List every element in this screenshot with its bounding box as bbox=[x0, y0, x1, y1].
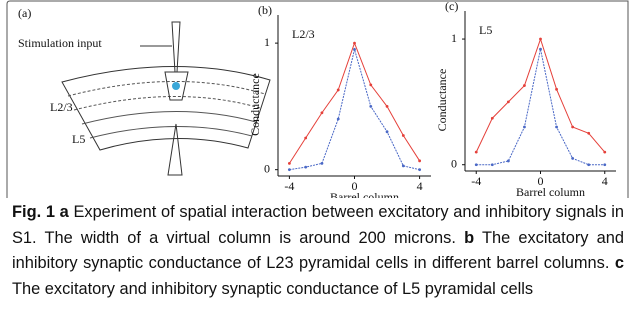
recording-electrode bbox=[167, 123, 183, 176]
data-point bbox=[385, 104, 389, 108]
cell bbox=[172, 82, 180, 90]
x-tick-label: -4 bbox=[284, 179, 294, 193]
data-point bbox=[539, 47, 542, 51]
data-point bbox=[474, 163, 478, 167]
part-text: Experiment of spatial interaction betwee… bbox=[12, 203, 624, 247]
layer-line bbox=[73, 96, 261, 111]
caption: Fig. 1 a Experiment of spatial interacti… bbox=[12, 200, 624, 302]
data-point bbox=[369, 83, 373, 87]
layer-line bbox=[81, 111, 257, 125]
part-letter: b bbox=[464, 228, 475, 247]
data-point bbox=[571, 157, 575, 160]
figure-frame bbox=[6, 0, 629, 198]
data-point bbox=[287, 168, 291, 172]
data-point bbox=[353, 48, 356, 51]
stimulation-label: Stimulation input bbox=[18, 36, 102, 50]
data-point bbox=[603, 150, 607, 154]
chart-title: L5 bbox=[479, 23, 492, 37]
column bbox=[164, 71, 189, 101]
data-point bbox=[555, 87, 558, 91]
layer-label: L2/3 bbox=[50, 100, 73, 114]
data-point bbox=[336, 88, 340, 92]
data-point bbox=[401, 164, 405, 168]
data-point bbox=[304, 136, 308, 140]
data-point bbox=[490, 163, 494, 167]
data-point bbox=[506, 159, 510, 163]
x-tick-label: -4 bbox=[471, 174, 481, 188]
data-point bbox=[506, 100, 510, 104]
y-tick-label: 0 bbox=[451, 156, 457, 170]
series-line bbox=[288, 41, 421, 164]
data-point bbox=[587, 163, 591, 167]
panel-label: (b) bbox=[258, 3, 272, 17]
cortex bbox=[61, 65, 271, 151]
figure-number: Fig. 1 bbox=[12, 203, 55, 221]
data-point bbox=[336, 117, 340, 121]
series-line bbox=[475, 37, 606, 153]
layer-line bbox=[89, 125, 253, 139]
electrode bbox=[171, 21, 181, 73]
part-letter: a bbox=[59, 203, 69, 221]
panel-a: (a) Stimulation input L2/3 L5 bbox=[18, 6, 271, 176]
data-point bbox=[587, 131, 591, 135]
y-tick-label: 1 bbox=[451, 31, 457, 45]
data-point bbox=[539, 37, 542, 41]
series-line bbox=[289, 47, 420, 171]
data-point bbox=[401, 134, 405, 137]
data-point bbox=[385, 130, 389, 134]
part-text: The excitatory and inhibitory synaptic c… bbox=[12, 279, 534, 298]
layer-label: L5 bbox=[72, 132, 85, 146]
x-tick-label: 0 bbox=[538, 174, 544, 188]
figure-panels: (a) Stimulation input L2/3 L5 (b) L2/3 Con… bbox=[6, 0, 629, 198]
data-point bbox=[353, 41, 356, 45]
x-tick-label: 4 bbox=[602, 174, 608, 188]
data-point bbox=[418, 168, 422, 172]
panel-label: (c) bbox=[445, 0, 458, 13]
y-tick-label: 1 bbox=[264, 35, 270, 49]
data-point bbox=[474, 150, 478, 154]
layer-line bbox=[67, 80, 266, 97]
part-letter: c bbox=[614, 254, 624, 273]
panel-label: (a) bbox=[18, 6, 31, 20]
x-axis-label: Barrel column bbox=[516, 185, 585, 198]
data-point bbox=[320, 161, 324, 165]
data-point bbox=[320, 111, 324, 115]
part-text: The excitatory and inhibitory synaptic c… bbox=[12, 228, 624, 273]
chart-title: L2/3 bbox=[292, 27, 315, 41]
y-axis-label: Conductance bbox=[248, 73, 262, 136]
x-axis-label: Barrel column bbox=[330, 190, 399, 198]
data-point bbox=[523, 84, 526, 87]
x-tick-label: 4 bbox=[417, 179, 423, 193]
series-line bbox=[476, 49, 605, 166]
data-point bbox=[287, 161, 291, 165]
data-point bbox=[304, 165, 308, 169]
data-point bbox=[603, 163, 607, 167]
x-tick-label: 0 bbox=[352, 179, 358, 193]
data-point bbox=[555, 125, 558, 129]
data-point bbox=[369, 104, 373, 108]
y-tick-label: 0 bbox=[264, 161, 270, 175]
data-point bbox=[490, 116, 494, 120]
y-axis-label: Conductance bbox=[435, 69, 449, 132]
data-point bbox=[418, 159, 422, 163]
data-point bbox=[571, 125, 575, 129]
data-point bbox=[523, 125, 526, 129]
